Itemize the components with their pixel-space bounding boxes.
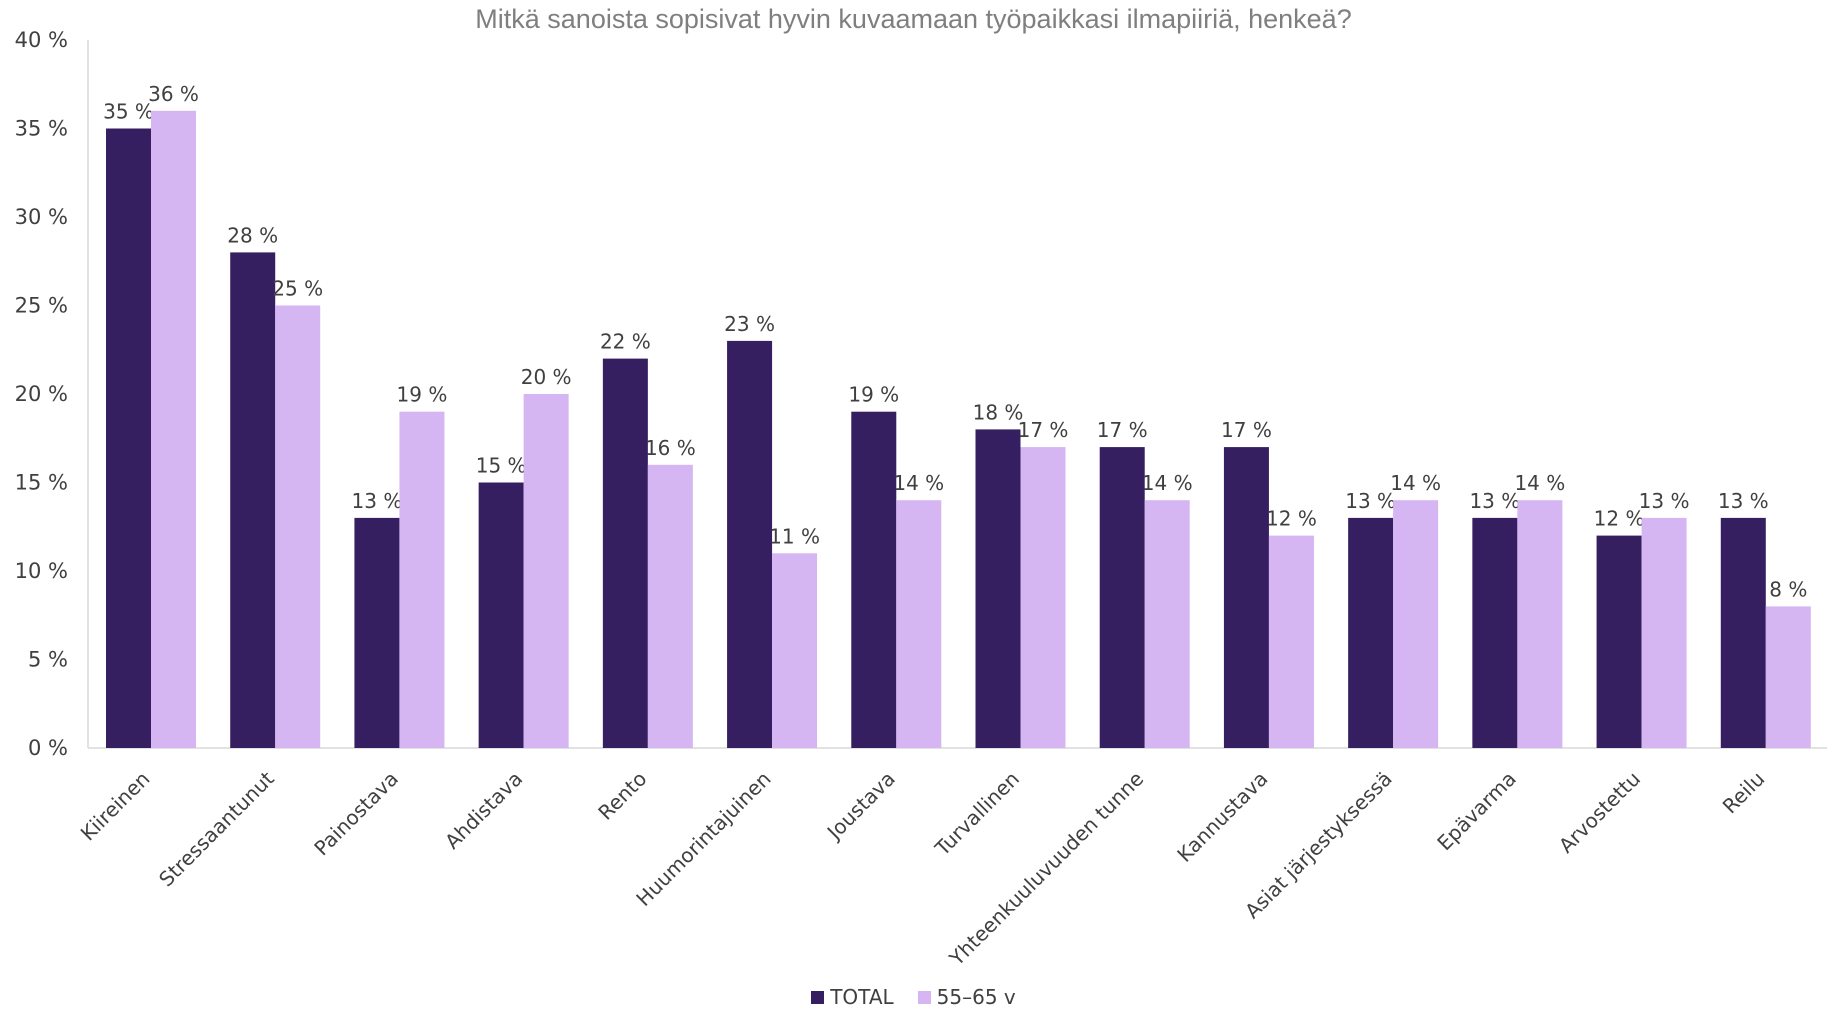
data-label: 22 % (600, 330, 651, 354)
data-label: 13 % (1345, 489, 1396, 513)
bar-age-55-65 (275, 305, 321, 748)
category-label: Ahdistava (440, 767, 527, 854)
data-label: 12 % (1594, 507, 1645, 531)
y-tick-label: 5 % (28, 648, 68, 672)
data-label: 13 % (1718, 489, 1769, 513)
bar-total (354, 517, 400, 748)
data-label: 15 % (476, 454, 527, 478)
category-label: Yhteenkuuluvuuden tunne (944, 767, 1148, 971)
category-label: Joustava (821, 767, 900, 846)
data-label: 11 % (769, 524, 820, 548)
category-label: Huumorintajuinen (631, 767, 775, 911)
y-tick-label: 15 % (15, 471, 68, 495)
bar-total (230, 252, 276, 748)
category-label: Epävarma (1432, 767, 1521, 856)
data-label: 14 % (893, 471, 944, 495)
bar-total (106, 128, 151, 748)
data-label: 13 % (352, 489, 403, 513)
legend-swatch (917, 990, 931, 1004)
bar-age-55-65 (647, 464, 693, 748)
data-label: 14 % (1142, 471, 1193, 495)
data-label: 14 % (1390, 471, 1441, 495)
data-label: 17 % (1221, 418, 1272, 442)
data-label: 36 % (148, 82, 199, 106)
category-label: Kannustava (1172, 767, 1272, 867)
y-tick-label: 20 % (15, 382, 68, 406)
legend-item: TOTAL (811, 985, 894, 1009)
bar-total (975, 429, 1021, 748)
bar-age-55-65 (1641, 517, 1687, 748)
bar-age-55-65 (1268, 535, 1314, 748)
category-label: Reilu (1718, 767, 1770, 819)
legend-swatch (811, 990, 825, 1004)
legend-label: TOTAL (830, 985, 894, 1009)
data-label: 19 % (397, 383, 448, 407)
legend-item: 55–65 v (917, 985, 1016, 1009)
bar-total (1596, 535, 1642, 748)
data-label: 18 % (973, 400, 1024, 424)
data-label: 16 % (645, 436, 696, 460)
data-label: 13 % (1469, 489, 1520, 513)
bar-total (851, 411, 897, 748)
data-label: 35 % (103, 100, 154, 124)
bar-age-55-65 (772, 553, 818, 748)
data-label: 25 % (272, 277, 323, 301)
category-label: Painostava (309, 767, 403, 861)
bar-age-55-65 (896, 500, 942, 748)
category-label: Arvostettu (1554, 767, 1645, 858)
data-label: 14 % (1514, 471, 1565, 495)
y-tick-label: 40 % (15, 28, 68, 52)
y-tick-label: 10 % (15, 559, 68, 583)
category-label: Kiireinen (76, 767, 155, 846)
legend-label: 55–65 v (936, 985, 1016, 1009)
data-label: 8 % (1769, 577, 1807, 601)
data-label: 28 % (227, 223, 278, 247)
bar-age-55-65 (1020, 447, 1066, 748)
bar-total (1099, 447, 1145, 748)
data-label: 17 % (1018, 418, 1069, 442)
bar-total (1720, 517, 1766, 748)
category-label: Stressaantunut (154, 766, 279, 891)
bar-age-55-65 (399, 411, 445, 748)
bar-age-55-65 (1393, 500, 1439, 748)
data-label: 20 % (521, 365, 572, 389)
y-tick-label: 25 % (15, 294, 68, 318)
data-label: 17 % (1097, 418, 1148, 442)
bar-age-55-65 (1765, 606, 1811, 748)
bar-total (1348, 517, 1394, 748)
legend: TOTAL 55–65 v (0, 985, 1827, 1009)
data-label: 23 % (724, 312, 775, 336)
category-label: Turvallinen (930, 767, 1024, 861)
bar-total (1472, 517, 1518, 748)
bar-total (478, 482, 524, 748)
bar-total (602, 358, 648, 748)
category-label: Rento (593, 767, 651, 825)
y-tick-label: 0 % (28, 736, 68, 760)
bar-age-55-65 (523, 394, 569, 748)
data-label: 13 % (1639, 489, 1690, 513)
bar-age-55-65 (1144, 500, 1190, 748)
bar-age-55-65 (151, 110, 196, 749)
chart-title: Mitkä sanoista sopisivat hyvin kuvaamaan… (475, 4, 1352, 34)
y-tick-label: 35 % (15, 117, 68, 141)
data-label: 19 % (848, 383, 899, 407)
data-label: 12 % (1266, 507, 1317, 531)
bar-age-55-65 (1517, 500, 1563, 748)
y-tick-label: 30 % (15, 205, 68, 229)
bar-total (1223, 447, 1269, 748)
bar-total (727, 340, 773, 748)
